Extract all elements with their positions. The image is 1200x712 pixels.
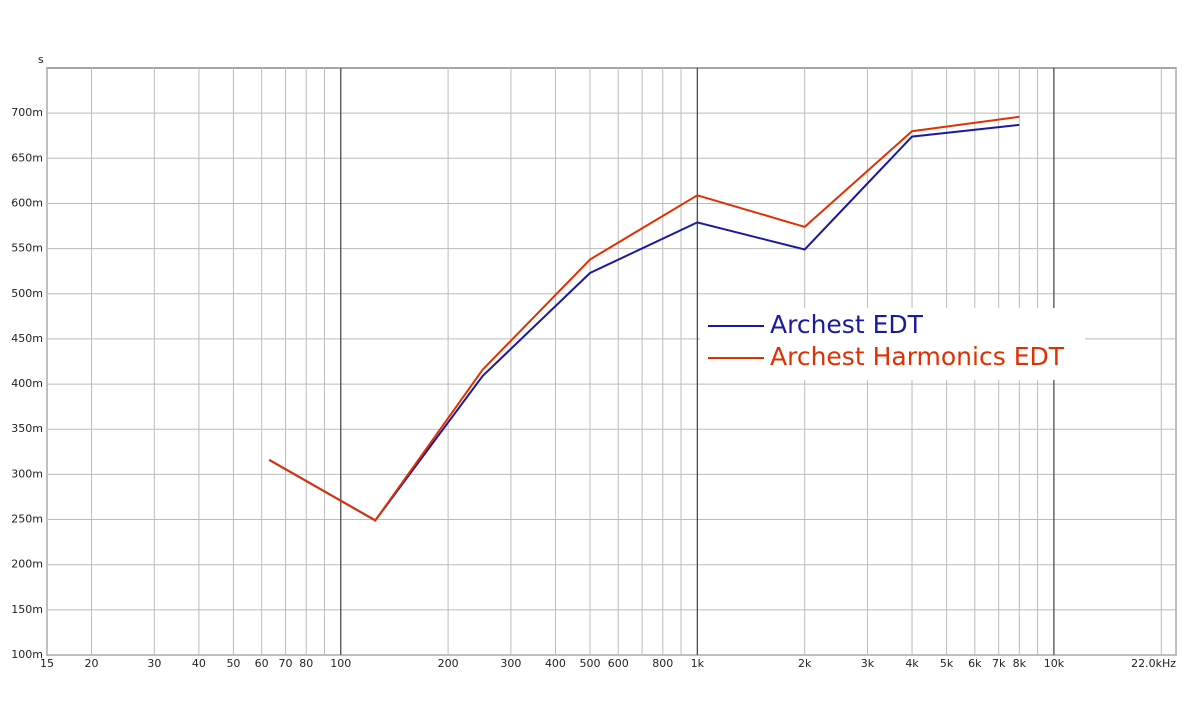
y-tick-label: 400m — [11, 377, 43, 390]
y-tick-label: 250m — [11, 513, 43, 526]
x-tick-label: 100 — [330, 657, 351, 670]
y-tick-label: 550m — [11, 242, 43, 255]
series-line — [268, 115, 1020, 522]
x-tick-label: 15 — [40, 657, 54, 670]
legend-box — [700, 308, 1085, 380]
x-tick-label: 4k — [905, 657, 919, 670]
y-tick-label: 350m — [11, 422, 43, 435]
x-tick-label: 30 — [147, 657, 161, 670]
y-tick-label: 500m — [11, 287, 43, 300]
x-tick-label: 5k — [940, 657, 954, 670]
y-tick-label: 150m — [11, 603, 43, 616]
x-tick-label: 600 — [608, 657, 629, 670]
x-tick-label: 22.0kHz — [1131, 657, 1176, 670]
y-axis-label: s — [38, 53, 44, 66]
y-tick-label: 600m — [11, 196, 43, 209]
x-tick-label: 2k — [798, 657, 812, 670]
x-tick-label: 70 — [279, 657, 293, 670]
legend-label: Archest EDT — [770, 310, 924, 339]
x-tick-label: 500 — [580, 657, 601, 670]
y-tick-label: 100m — [11, 648, 43, 661]
x-tick-label: 200 — [438, 657, 459, 670]
x-tick-label: 400 — [545, 657, 566, 670]
x-tick-label: 50 — [226, 657, 240, 670]
x-tick-label: 7k — [992, 657, 1006, 670]
y-tick-label: 450m — [11, 332, 43, 345]
x-tick-label: 8k — [1013, 657, 1027, 670]
x-tick-label: 1k — [691, 657, 705, 670]
x-tick-label: 6k — [968, 657, 982, 670]
y-tick-label: 300m — [11, 467, 43, 480]
x-tick-label: 10k — [1044, 657, 1065, 670]
x-tick-label: 80 — [299, 657, 313, 670]
y-tick-label: 200m — [11, 558, 43, 571]
x-tick-label: 3k — [861, 657, 875, 670]
legend-label: Archest Harmonics EDT — [770, 342, 1065, 371]
x-tick-label: 40 — [192, 657, 206, 670]
x-tick-label: 20 — [85, 657, 99, 670]
x-tick-label: 300 — [500, 657, 521, 670]
x-tick-label: 60 — [255, 657, 269, 670]
y-tick-label: 650m — [11, 151, 43, 164]
y-tick-label: 700m — [11, 106, 43, 119]
x-tick-label: 800 — [652, 657, 673, 670]
